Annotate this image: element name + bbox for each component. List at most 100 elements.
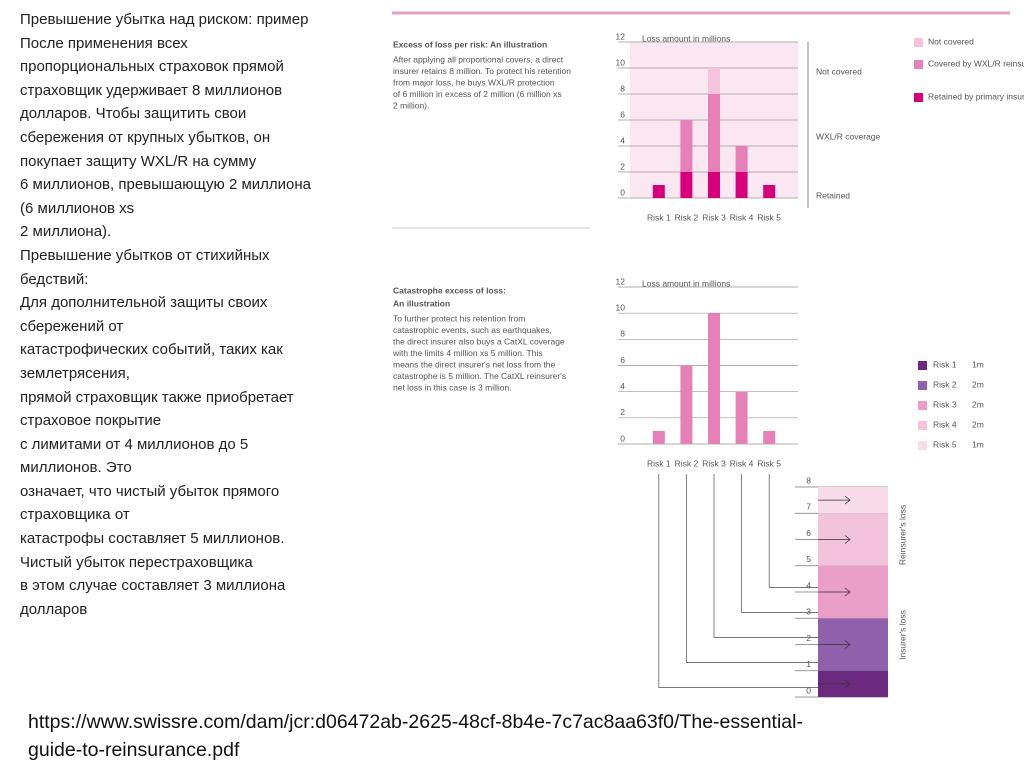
- connector: [713, 474, 848, 638]
- bar-segment: [652, 185, 665, 198]
- y-tick-label: 0: [806, 685, 811, 695]
- description: the direct insurer also buys a CatXL cov…: [393, 336, 565, 346]
- bar-segment: [708, 94, 720, 172]
- arrow: [818, 587, 851, 597]
- bar: [735, 391, 748, 444]
- y-tick-label: 10: [616, 57, 626, 67]
- legend-label: Covered by WXL/R reinsurer: [928, 58, 1024, 68]
- y-tick-label: 8: [806, 475, 811, 485]
- connector: [658, 474, 848, 688]
- y-tick-label: 10: [616, 302, 626, 312]
- text-line: прямой страховщик также приобретает: [20, 388, 294, 406]
- y-tick-label: 5: [806, 554, 811, 564]
- legend-swatch: [918, 421, 927, 430]
- bar: [708, 313, 720, 444]
- legend-swatch: [914, 38, 923, 47]
- y-tick-label: 12: [616, 31, 626, 41]
- x-tick-label: Risk 2: [675, 458, 699, 468]
- x-tick-label: Risk 5: [757, 212, 781, 222]
- x-tick-label: Risk 4: [730, 212, 754, 222]
- y-tick-label: 4: [620, 135, 625, 145]
- legend-label: Risk 2: [933, 379, 957, 389]
- bar-segment: [763, 185, 776, 198]
- connector: [741, 474, 848, 613]
- text-line: (6 миллионов xs: [20, 199, 135, 217]
- text-line: Превышение убытка над риском: пример: [20, 11, 309, 28]
- text-line: означает, что чистый убыток прямого: [20, 482, 280, 500]
- source-line: https://www.swissre.com/dam/jcr:d06472ab…: [28, 711, 803, 733]
- y-axis-label: Loss amount in millions: [642, 33, 730, 43]
- legend-label: Risk 4: [933, 419, 957, 429]
- connector: [686, 474, 848, 663]
- text-line: в этом случае составляет 3 миллиона: [20, 577, 286, 595]
- text-line: катастрофы составляет 5 миллионов.: [20, 530, 285, 548]
- y-tick-label: 0: [620, 433, 625, 443]
- text-line: сбережения от крупных убытков, он: [20, 128, 271, 146]
- description: insurer retains 8 million. To protect hi…: [393, 66, 571, 76]
- band-label: Insurer's loss: [897, 610, 907, 660]
- bar-segment: [680, 120, 693, 172]
- text-line: сбережений от: [20, 317, 124, 335]
- text-line: миллионов. Это: [20, 459, 132, 477]
- description: with the limits 4 million xs 5 million. …: [392, 348, 543, 358]
- legend-value: 2m: [972, 399, 984, 409]
- y-tick-label: 2: [620, 407, 625, 417]
- y-tick-label: 4: [620, 381, 625, 391]
- legend-swatch: [914, 60, 923, 69]
- description: of 6 million in excess of 2 million (6 m…: [393, 89, 562, 99]
- slide-text: Превышение убытка над риском: пример Посл…: [20, 8, 311, 621]
- bar-segment: [680, 172, 693, 198]
- x-tick-label: Risk 5: [757, 458, 781, 468]
- x-tick-label: Risk 3: [702, 458, 726, 468]
- y-tick-label: 1: [806, 659, 811, 669]
- y-tick-label: 3: [806, 607, 811, 617]
- text-line: долларов: [20, 600, 88, 618]
- band-label: Not covered: [816, 66, 862, 76]
- legend-value: 2m: [972, 379, 984, 389]
- bar-segment: [735, 172, 748, 198]
- text-line: катастрофических событий, таких как: [20, 341, 283, 359]
- legend-label: Not covered: [928, 36, 974, 46]
- text-line: с лимитами от 4 миллионов до 5: [20, 435, 249, 453]
- band-label: Reinsurer's loss: [897, 505, 907, 565]
- legend-value: 1m: [972, 359, 984, 369]
- text-line: пропорциональных страховок прямой: [20, 58, 284, 76]
- text-line: Превышение убытков от стихийных: [20, 246, 270, 264]
- legend-swatch: [918, 361, 927, 370]
- text-line: покупает защиту WXL/R на сумму: [20, 152, 257, 170]
- text-line: После применения всех: [20, 34, 188, 52]
- text-line: бедствий:: [20, 270, 89, 288]
- description: net loss in this case is 3 million.: [393, 382, 512, 392]
- legend-swatch: [918, 441, 927, 450]
- x-tick-label: Risk 4: [730, 458, 754, 468]
- legend-label: Risk 1: [933, 359, 957, 369]
- y-tick-label: 6: [806, 528, 811, 538]
- x-tick-label: Risk 3: [702, 212, 726, 222]
- bar: [763, 430, 776, 444]
- y-tick-label: 0: [620, 187, 625, 197]
- text-line: землетрясения,: [20, 364, 130, 382]
- x-tick-label: Risk 1: [647, 212, 671, 222]
- text-line: страховое покрытие: [20, 412, 162, 430]
- arrow: [818, 640, 851, 649]
- text-line: страховщика от: [20, 506, 130, 524]
- y-axis-label: Loss amount in millions: [642, 278, 730, 288]
- source-line: guide-to-reinsurance.pdf: [28, 739, 240, 761]
- x-tick-label: Risk 2: [675, 212, 699, 222]
- description: To further protect his retention from: [393, 313, 525, 323]
- legend-value: 1m: [972, 439, 984, 449]
- bar-segment: [735, 146, 748, 172]
- legend-swatch: [918, 381, 927, 390]
- legend-label: Retained by primary insurers: [928, 91, 1024, 101]
- band-label: WXL/R coverage: [816, 131, 881, 141]
- arrow: [818, 495, 851, 505]
- description: from major loss, he buys WXL/R protectio…: [393, 77, 555, 87]
- y-tick-label: 12: [616, 276, 626, 286]
- arrow: [818, 679, 851, 689]
- bar: [680, 365, 693, 444]
- legend-label: Risk 5: [933, 439, 957, 449]
- y-tick-label: 6: [620, 109, 625, 119]
- y-tick-label: 8: [620, 83, 625, 93]
- bar-segment: [708, 68, 720, 94]
